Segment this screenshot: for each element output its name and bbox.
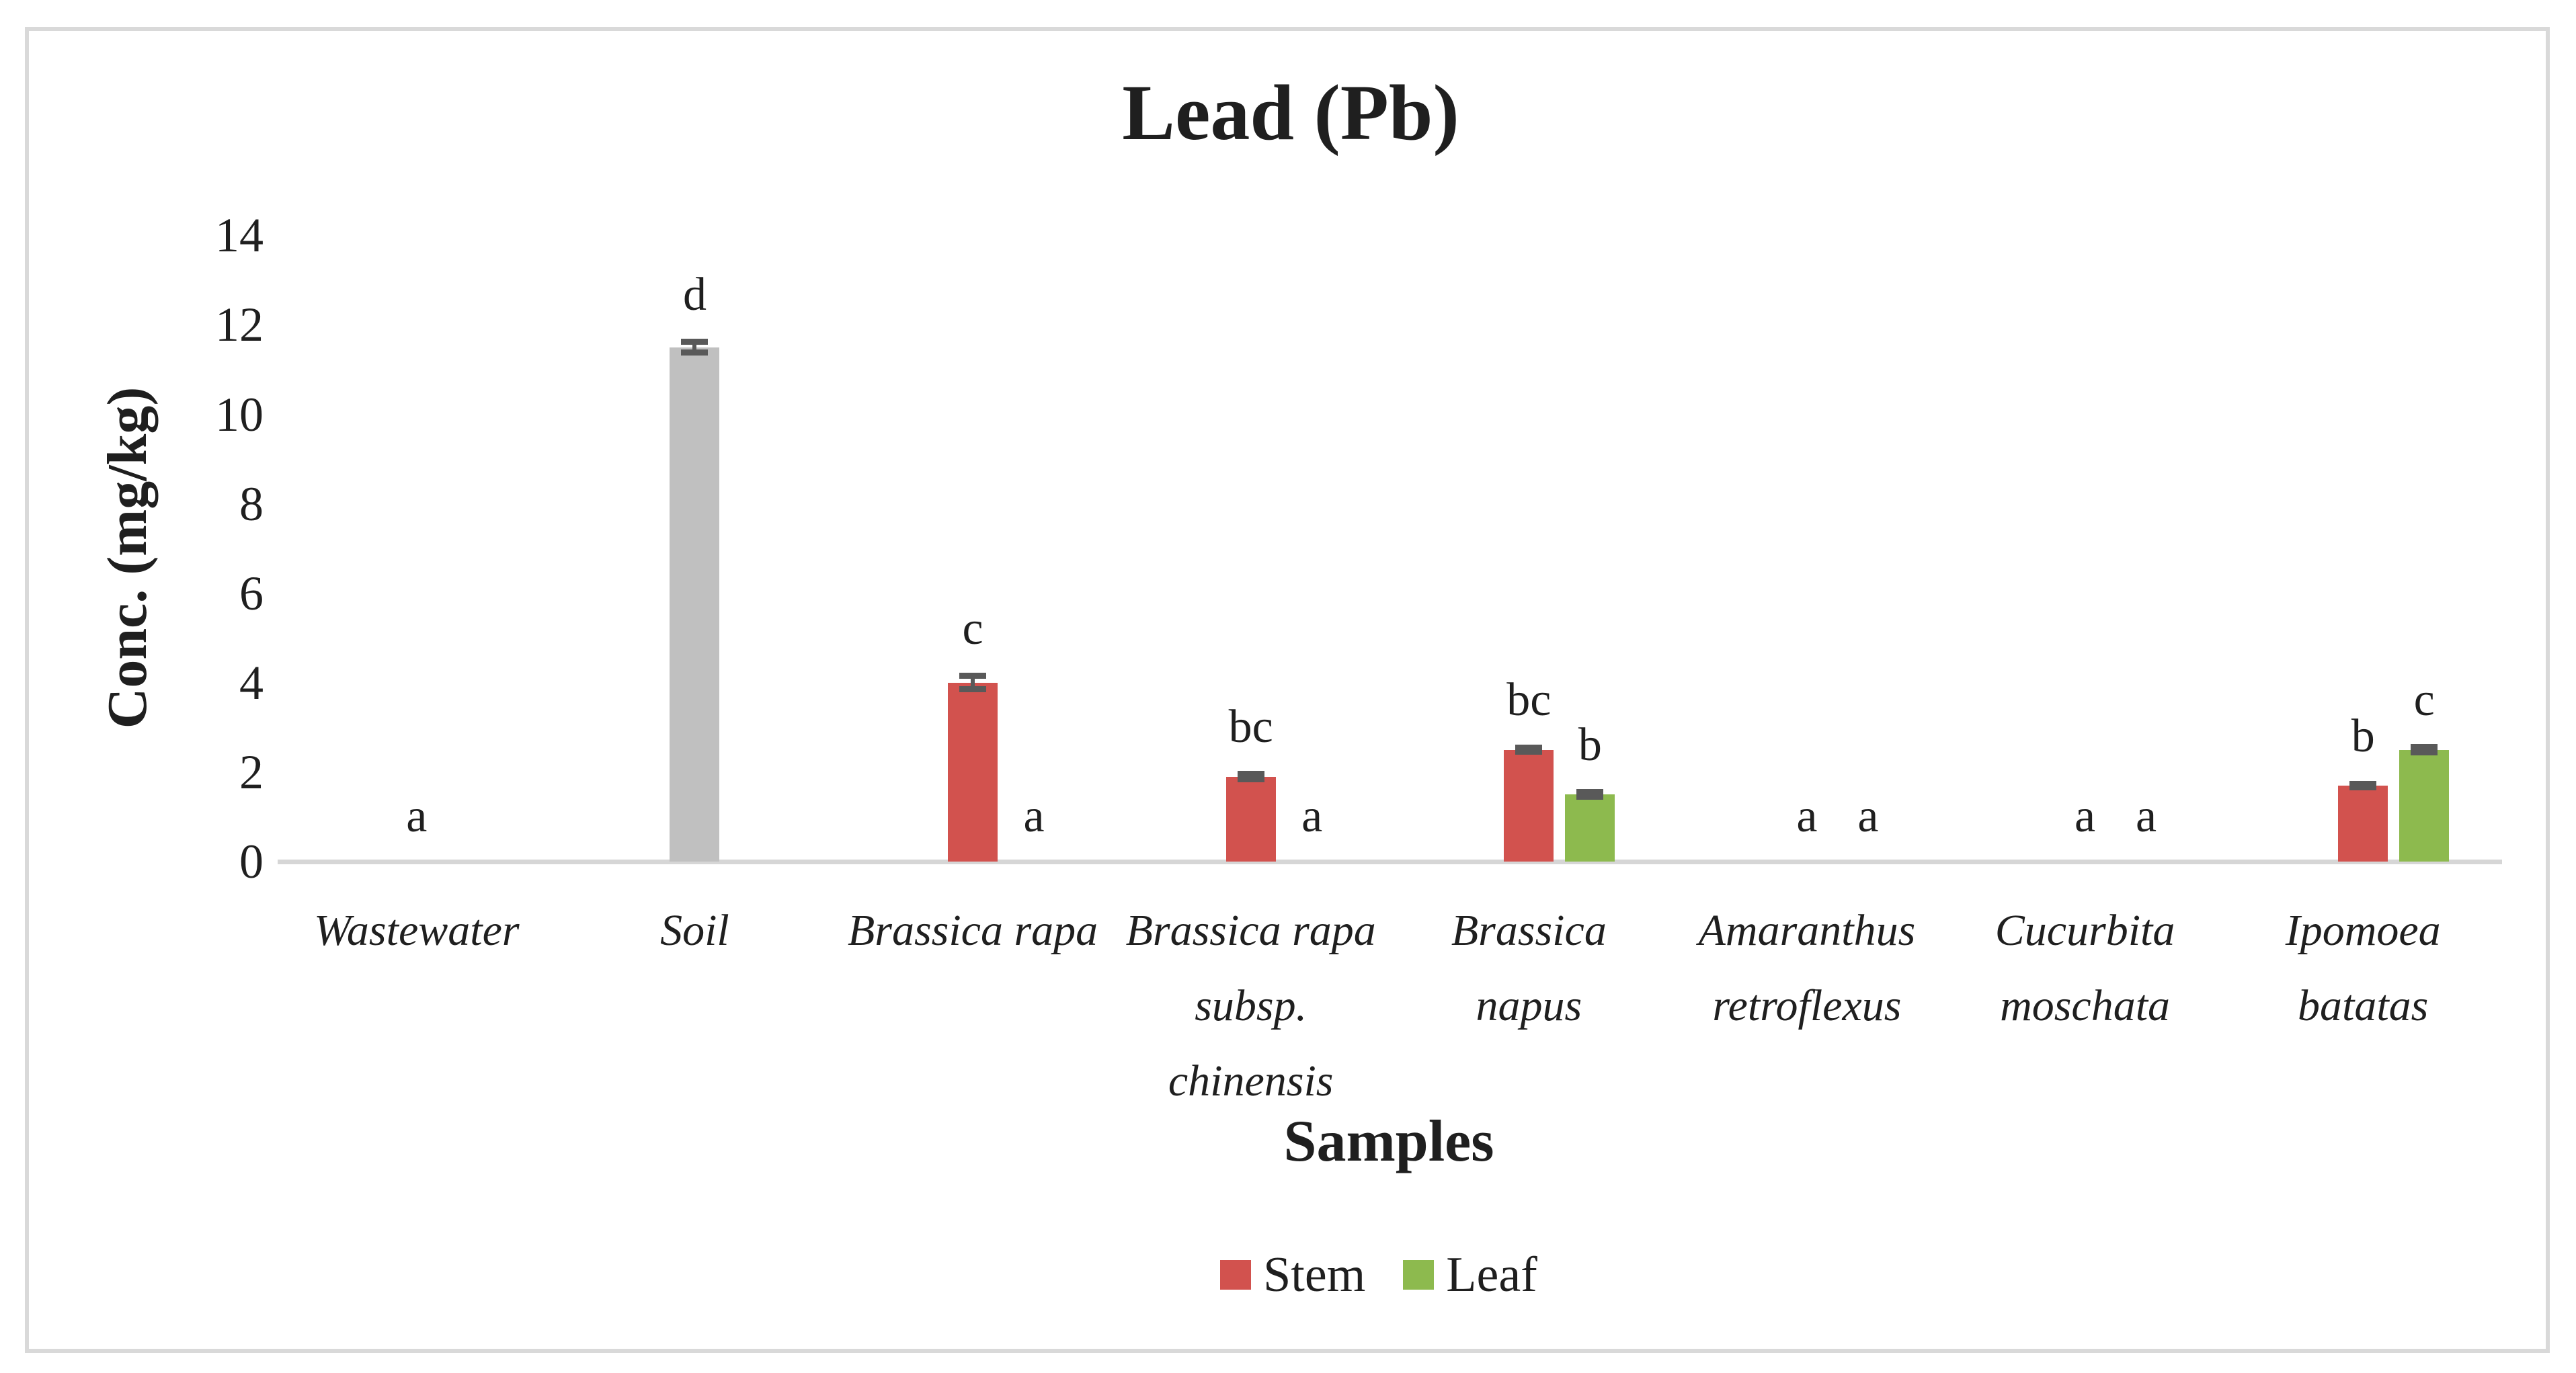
x-axis-line [278, 860, 2502, 864]
category-label: Brassica rapa [847, 906, 1098, 955]
category-label: batatas [2298, 981, 2429, 1030]
significance-letter: d [682, 268, 707, 321]
error-bar-cap-top [959, 673, 987, 679]
y-tick-label: 2 [239, 745, 264, 799]
significance-letter: a [406, 790, 428, 842]
legend-label-stem: Stem [1263, 1247, 1366, 1302]
bar-leaf [2399, 749, 2450, 862]
error-bar-line [692, 341, 697, 353]
error-bar-cap-bottom [2411, 749, 2438, 756]
bar-stem [948, 682, 998, 862]
bar-soil [670, 347, 720, 862]
significance-letter: c [962, 602, 983, 655]
significance-letter: c [2413, 673, 2435, 726]
significance-letter: a [1301, 790, 1323, 842]
category-label: Brassica rapa [1125, 906, 1376, 955]
error-bar-cap-bottom [1515, 749, 1543, 755]
legend-label-leaf: Leaf [1446, 1247, 1537, 1302]
significance-letter: bc [1228, 700, 1273, 753]
significance-letter: a [2136, 790, 2157, 842]
y-tick-label: 12 [215, 298, 264, 352]
error-bar-cap-top [1576, 789, 1604, 796]
significance-letter: a [1023, 790, 1045, 842]
error-bar-cap-bottom [1237, 776, 1264, 783]
category-label: Amaranthus [1698, 906, 1916, 955]
legend-swatch-stem [1220, 1260, 1252, 1290]
error-bar-cap-top [1237, 771, 1264, 778]
significance-letter: b [2351, 710, 2375, 763]
category-label: Ipomoea [2285, 906, 2441, 955]
category-label: Soil [660, 906, 729, 955]
error-bar-cap-bottom [2349, 784, 2377, 791]
bar-stem [1225, 776, 1276, 862]
y-tick-label: 0 [239, 835, 264, 888]
significance-letter: a [2075, 790, 2096, 842]
x-axis-title: Samples [1283, 1109, 1494, 1174]
y-tick-label: 4 [239, 655, 264, 710]
legend: Stem Leaf [1143, 1247, 1614, 1302]
chart-border [25, 27, 2550, 1353]
category-label: moschata [2000, 981, 2171, 1030]
category-label: Cucurbita [1995, 906, 2175, 955]
legend-swatch-leaf [1403, 1260, 1435, 1290]
category-label: Brassica [1451, 906, 1607, 955]
error-bar-cap-bottom [959, 686, 987, 693]
error-bar-cap-top [1515, 744, 1543, 751]
chart-title: Lead (Pb) [1122, 69, 1459, 157]
category-label: retroflexus [1712, 981, 1902, 1030]
category-label: Wastewater [314, 906, 520, 955]
category-label: subsp. [1195, 981, 1307, 1030]
bar-stem [2338, 785, 2388, 862]
significance-letter: bc [1506, 674, 1552, 726]
bar-leaf [1565, 794, 1615, 862]
significance-letter: b [1578, 718, 1602, 771]
significance-letter: a [1796, 790, 1818, 842]
error-bar-cap-bottom [681, 349, 709, 356]
y-tick-label: 8 [239, 476, 264, 531]
error-bar-cap-top [2349, 780, 2377, 787]
y-tick-label: 10 [215, 387, 264, 442]
significance-letter: a [1857, 790, 1879, 842]
category-label: chinensis [1168, 1056, 1334, 1106]
error-bar-cap-top [681, 339, 709, 345]
y-tick-label: 14 [215, 208, 264, 263]
y-tick-label: 6 [239, 566, 264, 620]
error-bar-line [971, 675, 975, 690]
error-bar-cap-bottom [1576, 794, 1604, 800]
category-label: napus [1476, 981, 1582, 1030]
bar-stem [1504, 749, 1554, 862]
error-bar-cap-top [2411, 744, 2438, 751]
